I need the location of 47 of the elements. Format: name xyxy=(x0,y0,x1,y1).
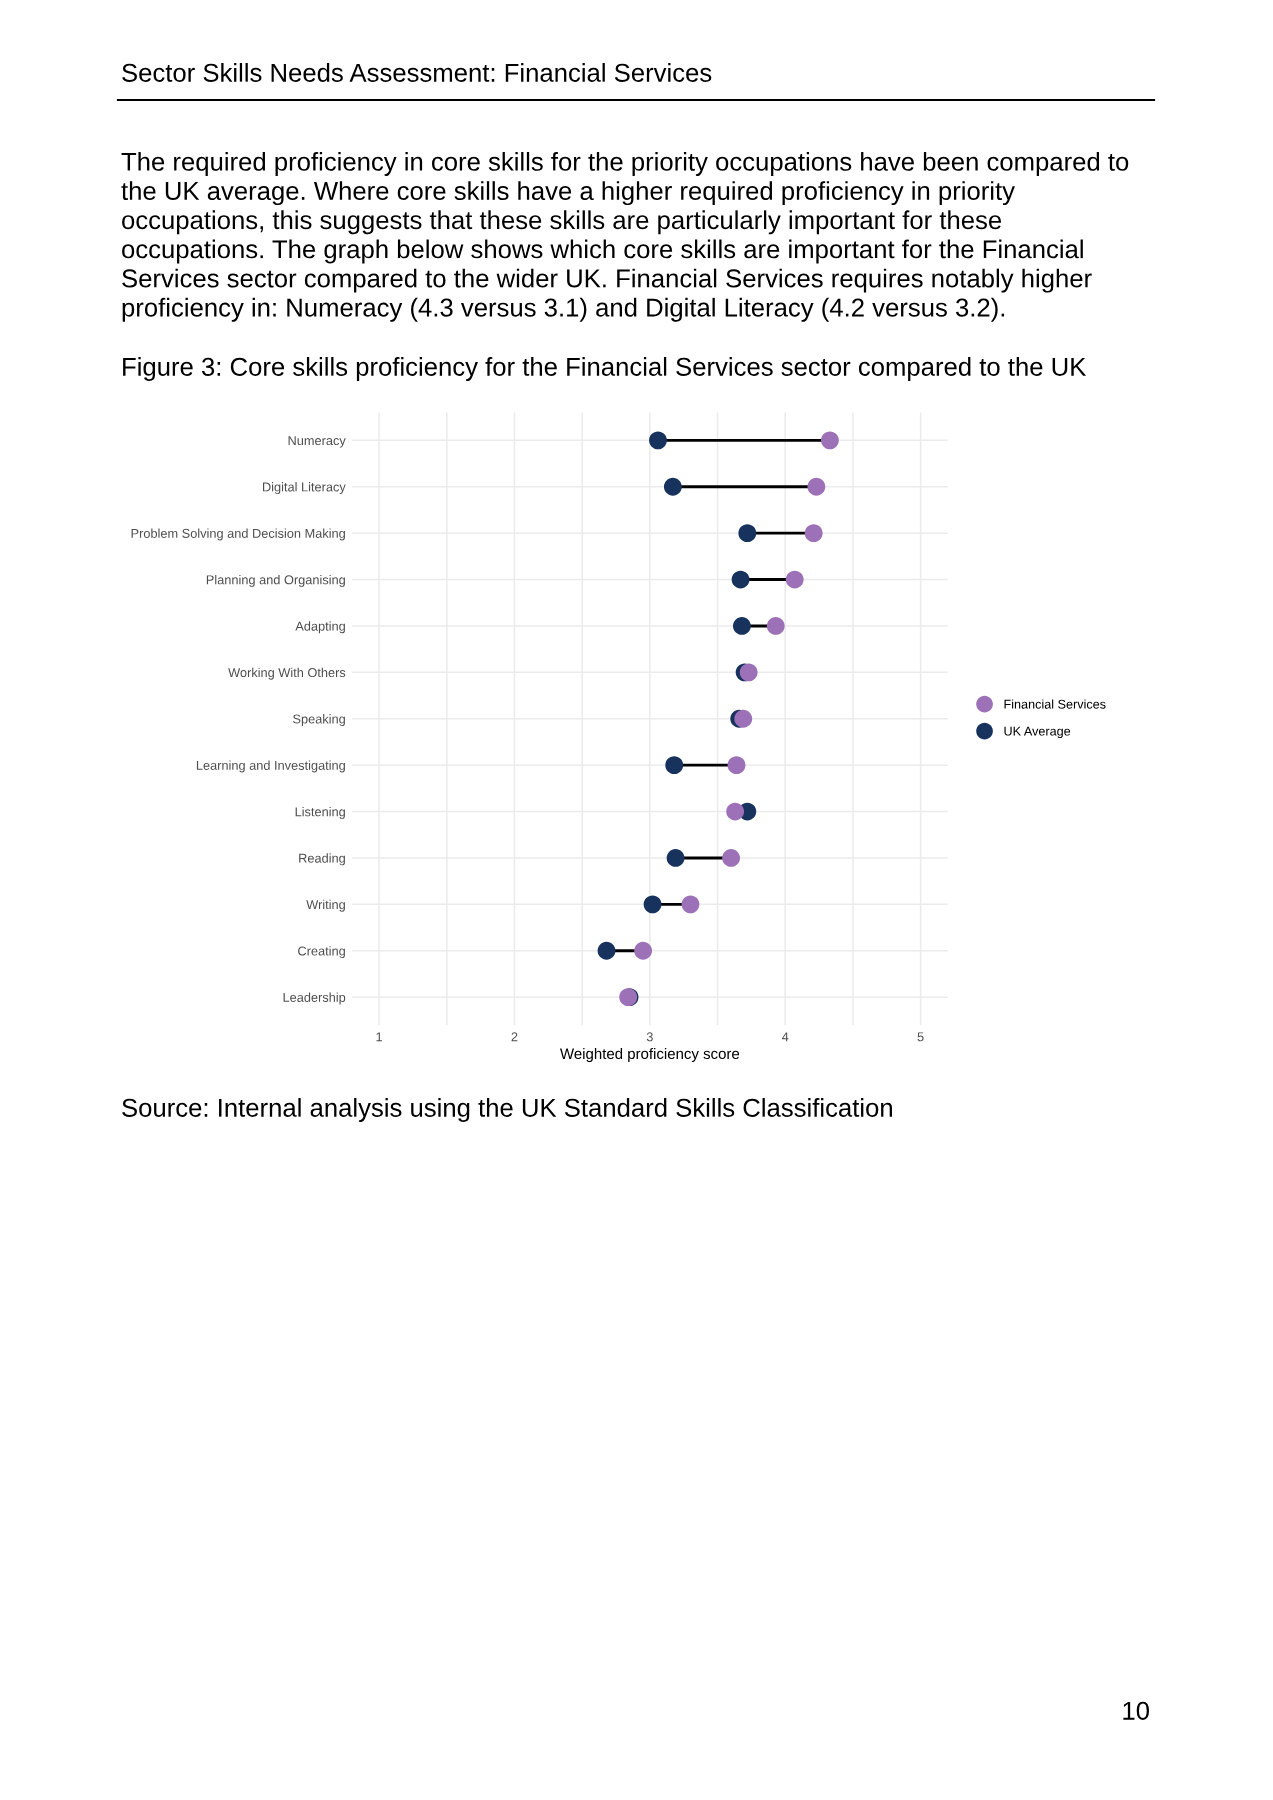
x-tick-label: 3 xyxy=(646,1032,653,1042)
point xyxy=(726,802,745,821)
point xyxy=(738,524,757,543)
point xyxy=(766,617,785,635)
point xyxy=(666,849,685,867)
y-tick-label: Writing xyxy=(306,899,345,912)
point xyxy=(663,477,682,496)
point xyxy=(665,756,684,775)
point xyxy=(597,941,616,960)
point xyxy=(785,570,804,589)
point xyxy=(722,849,740,867)
y-tick-label: Problem Solving and Decision Making xyxy=(131,528,345,541)
chart-title: Figure 3: Core skills proficiency for the Financial Services sector compared to the UK xyxy=(123,357,1087,381)
point xyxy=(681,895,700,914)
point xyxy=(734,709,753,728)
point xyxy=(649,431,667,450)
text: The required proficiency in core skills for the priority occupations have been compared to the UK average. Where core skills have a higher required proficiency in priority occupations, this suggests that these skills are particularly important for these occupations. The graph below shows which core skills are important for the Financial Services sector compared to the wider UK. Financial Services requires notably higher proficiency in: Numeracy (4.3 versus 3.1) and Digital Literacy (4.2 versus 3.2). xyxy=(121,152,1129,322)
y-tick-label: Learning and Investigating xyxy=(196,760,345,773)
legend-label: UK Average xyxy=(1004,726,1071,739)
x-tick-label: 1 xyxy=(376,1032,383,1042)
x-tick-label: 5 xyxy=(917,1032,924,1042)
y-tick-label: Planning and Organising xyxy=(206,574,345,587)
y-tick-label: Reading xyxy=(299,853,345,866)
point xyxy=(804,524,823,543)
legend-label: Financial Services xyxy=(1004,699,1106,709)
y-tick-label: Working With Others xyxy=(228,667,346,680)
point xyxy=(643,895,662,914)
x-axis-title: Weighted proficiency score xyxy=(560,1048,740,1063)
y-tick-label: Creating xyxy=(298,946,345,959)
point xyxy=(739,663,758,682)
x-tick-label: 2 xyxy=(511,1032,518,1042)
source-note: Source: Internal analysis using the UK Standard Skills Classification xyxy=(122,1098,892,1122)
y-tick-label: Speaking xyxy=(293,714,345,727)
y-tick-label: Leadership xyxy=(283,992,346,1005)
point xyxy=(727,756,746,775)
point xyxy=(820,431,839,450)
y-tick-label: Adapting xyxy=(295,621,345,634)
point xyxy=(731,570,750,589)
y-tick-label: Digital Literacy xyxy=(263,482,346,495)
y-tick-label: Listening xyxy=(295,806,345,819)
x-tick-label: 4 xyxy=(781,1032,789,1042)
text: Sector Skills Needs Assessment: Financial Services xyxy=(122,63,712,82)
point xyxy=(732,617,751,635)
text: 10 xyxy=(1123,1701,1149,1720)
point xyxy=(807,477,826,496)
point xyxy=(634,941,652,960)
y-tick-label: Numeracy xyxy=(288,436,346,448)
